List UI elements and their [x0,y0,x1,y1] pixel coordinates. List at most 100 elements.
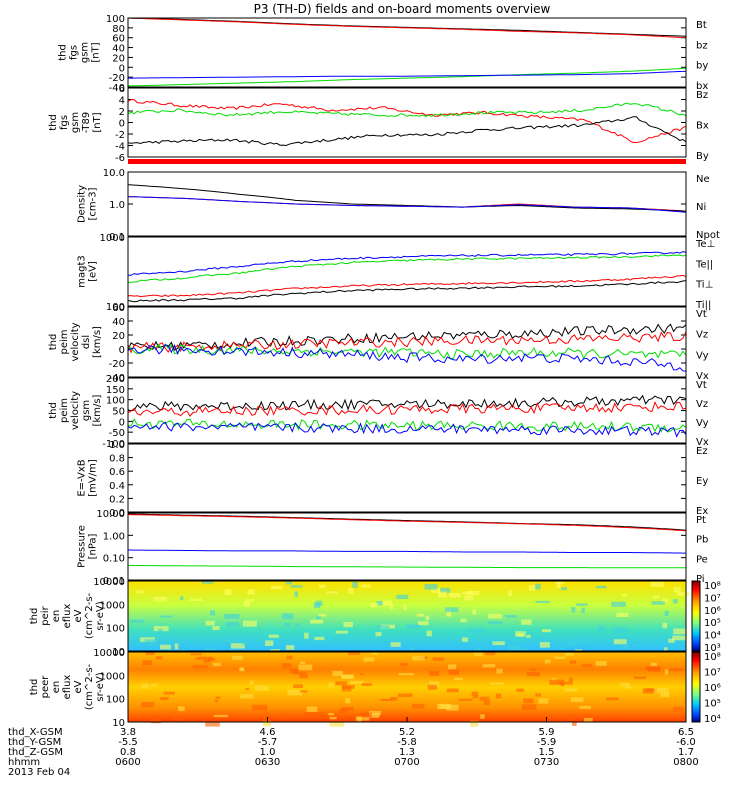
spectrogram-cell [314,636,325,641]
spectrogram-cell [355,716,370,721]
spectrogram-cell [569,660,577,664]
spectrogram-cell [363,657,375,662]
spectrogram-cell [350,680,364,684]
x-tick-label: 1.5 [539,747,555,758]
ylabel-line: eV [73,680,84,693]
spectrogram-cell [620,682,630,687]
spectrogram-cell [241,641,251,645]
spectrogram-cell [270,649,281,652]
spectrogram-cell [458,698,473,701]
legend-Te||: Te|| [695,259,713,270]
y-tick-label: 0 [119,119,125,130]
spectrogram-cell [371,652,378,655]
y-tick-label: 0.10 [103,554,125,565]
spectrogram-cell [621,594,628,597]
series-line-Pb [128,514,687,532]
panel-ylabel: thd peer en eflux eV (cm^2-s-sr-eV) [29,663,106,710]
spectrogram-cell [369,713,380,718]
spectrogram-cell [361,584,371,588]
colorbar-label: 10⁵ [704,699,721,710]
spectrogram-cell [474,646,482,652]
spectrogram-cell [155,656,163,660]
spectrogram-cell [467,590,480,596]
spectrogram-cell [397,693,413,698]
spectrogram-cell [479,696,490,701]
y-tick-label: -4 [115,142,125,153]
spectrogram-cell [460,618,467,623]
y-tick-label: 0 [119,63,125,74]
spectrogram-cell [669,668,684,672]
spectrogram-cell [224,588,232,595]
spectrogram-cell [539,642,550,648]
spectrogram-cell [446,614,452,617]
spectrogram-cell [581,607,585,614]
colorbar-label: 10⁴ [704,631,721,642]
spectrogram-cell [361,683,373,686]
spectrogram-cell [461,637,469,642]
spectrogram-cell [517,633,524,637]
spectrogram-cell [270,585,283,590]
legend-by: by [696,61,708,72]
legend-Ne: Ne [696,174,710,185]
spectrogram-cell [295,623,299,627]
x-tick-label: 0730 [534,757,559,768]
spectrogram-cell [468,628,478,634]
spectrogram-cell [660,692,670,698]
spectrogram-cell [190,653,202,656]
spectrogram-cell [448,669,460,675]
spectrogram-cell [567,640,577,646]
ylabel-line: Density [77,185,88,223]
spectrogram-cell [178,649,187,652]
x-tick-label: 4.6 [260,727,276,738]
ylabel-line: [cm-3] [88,187,99,220]
spectrogram-cell [215,696,221,699]
panel-ylabel: thd fgs gsm -T89 [nT] [48,112,103,134]
spectrogram-cell [285,645,295,650]
x-tick-label: 0800 [673,757,698,768]
spectrogram-cell [535,583,541,590]
spectrogram-cell [204,648,217,651]
spectrogram-cell [613,627,628,633]
series-line-Pe [128,564,686,569]
legend-Pi: Pi [696,574,705,585]
spectrogram-cell [576,603,588,606]
spectrogram-cell [226,621,239,627]
spectrogram-cell [521,619,532,625]
spectrogram-cell [150,683,158,687]
series-line-Vx [127,421,687,438]
legend-bz: bz [696,40,708,51]
spectrogram-cell [342,674,354,679]
spectrogram-cell [474,652,483,656]
spectrogram-cell [673,628,687,635]
y-tick-label: 10.0 [103,168,125,179]
y-tick-label: 20 [112,53,125,64]
spectrogram-cell [380,698,393,702]
spectrogram-cell [521,704,537,711]
spectrogram-cell [159,644,171,650]
spectrogram-cell [581,664,593,667]
spectrogram-cell [243,601,251,607]
spectrogram-cell [487,621,502,624]
y-tick-label: 1000 [100,671,125,682]
panel-ylabel: thd peim velocity dsl [km/s] [48,322,103,361]
spectrogram-cell [341,707,354,711]
series-line-Vx [127,343,687,372]
spectrogram-cell [285,581,293,585]
y-tick-label: 100 [106,396,125,407]
ylabel-line: velocity [70,391,81,430]
y-tick-label: 1.0 [109,200,125,211]
ylabel-line: eV [73,609,84,622]
legend-Bz: Bz [696,90,708,101]
spectrogram-cell [317,614,327,617]
spectrogram-cell [341,686,352,692]
spectrogram-cell [558,646,566,649]
colorbar-label: 10⁷ [704,668,721,679]
spectrogram-cell [313,711,323,718]
panel-8: Pressure [nPa] 10.00 1.00 0.10 0.01 Pt Pb Pe Pi [77,509,709,587]
spectrogram-cell [326,591,338,594]
panel-frame [127,306,687,378]
legend-Vx: Vx [696,437,709,448]
spectrogram-cell [634,643,640,647]
spectrogram-cell [664,647,668,651]
